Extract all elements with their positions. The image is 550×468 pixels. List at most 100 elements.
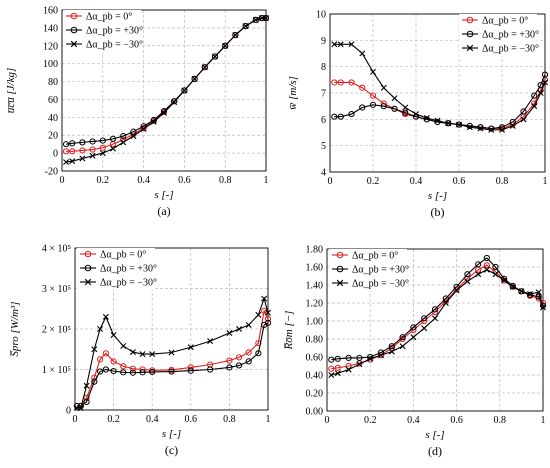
data-point (380, 103, 387, 110)
y-tick-label: 8 (321, 62, 326, 73)
x-tick-label: 0.4 (407, 415, 420, 426)
y-tick-label: 6 (321, 115, 326, 126)
data-point (526, 291, 534, 298)
data-point (264, 315, 272, 322)
data-point (171, 99, 178, 106)
data-point (110, 368, 117, 375)
data-point (222, 42, 229, 49)
data-point (235, 362, 243, 369)
data-point (477, 124, 484, 131)
data-point (207, 366, 214, 373)
data-point (120, 133, 127, 140)
y-tick-label: 0.80 (306, 335, 324, 346)
y-tick-label: 1.00 (306, 317, 324, 328)
data-point (79, 155, 86, 162)
data-point (77, 404, 84, 411)
y-axis-label: u̅c̅u̅ [J/kg] (5, 68, 17, 114)
data-point (535, 289, 542, 296)
data-point (99, 144, 106, 151)
data-point (348, 110, 355, 118)
y-tick-label: 140 (43, 23, 58, 34)
data-point (171, 98, 178, 105)
data-point (442, 300, 449, 306)
data-point (130, 133, 137, 140)
data-point (91, 378, 98, 385)
legend-label: Δα_pb = +30° (100, 264, 157, 275)
data-point (359, 104, 366, 111)
data-point (501, 277, 508, 284)
data-point (520, 108, 527, 115)
data-point (168, 349, 175, 356)
legend-marker (466, 16, 474, 24)
series-2 (331, 71, 549, 132)
legend-marker (466, 44, 474, 52)
x-axis-label: s [-] (428, 190, 447, 202)
data-point (348, 41, 355, 48)
data-point (540, 304, 546, 311)
data-point (255, 350, 262, 357)
x-axis-label: s [-] (425, 429, 444, 441)
legend-background (459, 14, 537, 56)
data-point (380, 84, 387, 91)
y-tick-label: 2 × 10⁵ (42, 325, 71, 336)
y-tick-label: 120 (43, 41, 58, 52)
legend-marker (84, 278, 92, 286)
data-point (334, 355, 341, 362)
data-point (89, 152, 96, 159)
legend-label: Δα_pb = 0° (86, 12, 132, 23)
data-point (337, 41, 344, 48)
data-point (181, 87, 188, 94)
data-point (129, 369, 136, 376)
data-point (109, 135, 117, 142)
data-point (102, 313, 109, 320)
data-point (466, 124, 473, 131)
data-point (328, 356, 335, 363)
data-point (79, 139, 86, 146)
legend-label: Δα_pb = −30° (100, 278, 157, 289)
legend-label: Δα_pb = 0° (352, 251, 398, 262)
data-point (328, 365, 335, 372)
data-point (264, 319, 272, 327)
x-tick-label: 0.2 (97, 175, 110, 186)
y-tick-label: 0.00 (306, 407, 324, 418)
x-tick-label: 1 (541, 415, 546, 426)
data-point (531, 92, 538, 99)
data-point (242, 23, 249, 30)
data-point (345, 366, 352, 373)
data-point (527, 291, 534, 297)
data-point (399, 343, 406, 350)
data-point (466, 122, 473, 130)
data-point (509, 122, 516, 129)
legend-marker (336, 279, 344, 287)
data-point (542, 79, 548, 86)
data-point (187, 364, 194, 371)
legend-marker (70, 26, 78, 34)
x-tick-label: 0.6 (185, 414, 198, 425)
y-tick-label: 1.60 (306, 263, 324, 274)
data-point (187, 367, 194, 374)
data-point (149, 368, 156, 376)
data-point (464, 271, 471, 278)
legend-label: Δα_pb = 0° (100, 250, 146, 261)
data-point (518, 288, 525, 295)
data-point (226, 330, 233, 337)
data-point (63, 159, 70, 166)
data-point (537, 82, 544, 89)
data-point (99, 150, 106, 157)
data-point (488, 126, 495, 133)
series-2 (73, 319, 272, 410)
data-point (191, 75, 198, 82)
data-point (388, 348, 395, 355)
legend-label: Δα_pb = −30° (352, 279, 409, 290)
panel-1: 0 0.2 0.4 0.6 0.8 1-20020406080100120140160s … (5, 6, 270, 218)
data-point (120, 369, 127, 376)
y-tick-label: 0.20 (306, 389, 324, 400)
data-point (475, 261, 482, 268)
data-point (445, 120, 452, 127)
data-point (492, 263, 499, 271)
data-point (402, 109, 409, 116)
x-tick-label: 0.6 (178, 175, 191, 186)
y-tick-label: 4 × 10⁵ (42, 244, 71, 255)
data-point (509, 282, 516, 289)
y-tick-label: 40 (48, 113, 58, 124)
